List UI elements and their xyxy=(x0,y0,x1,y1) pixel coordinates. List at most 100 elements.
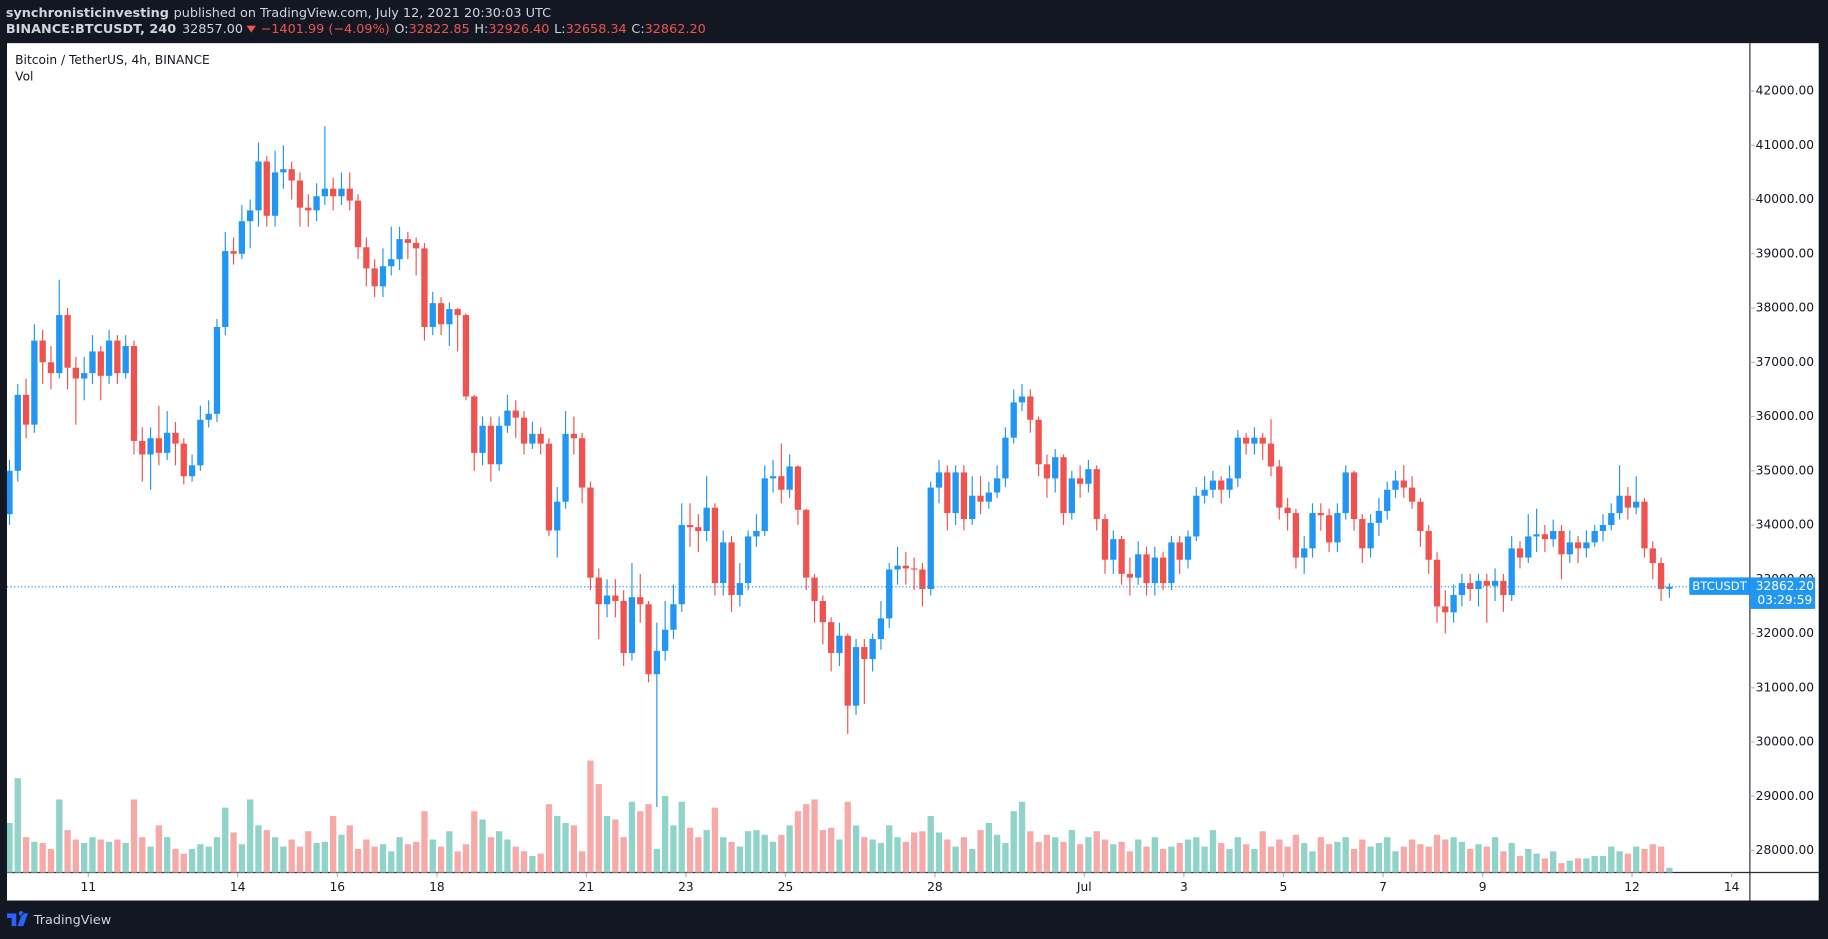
candle-body xyxy=(861,647,868,660)
candle-body xyxy=(512,410,519,418)
candle-body xyxy=(944,472,951,514)
y-tick-label: 32000.00 xyxy=(1756,626,1814,640)
footer[interactable]: TradingView xyxy=(6,911,111,928)
candle-body xyxy=(130,345,138,441)
volume-bar xyxy=(761,834,768,873)
volume-bar xyxy=(1143,846,1150,873)
candle-body xyxy=(1259,437,1266,444)
author[interactable]: synchronisticinvesting xyxy=(6,5,169,20)
candle-body xyxy=(628,597,636,654)
x-tick-label: 9 xyxy=(1479,880,1487,894)
candle-body xyxy=(1450,595,1457,613)
candle-body xyxy=(1583,542,1590,549)
volume-bar xyxy=(379,844,387,873)
candle-body xyxy=(1151,557,1158,584)
volume-bar xyxy=(1317,837,1324,873)
volume-bar xyxy=(1242,844,1250,873)
x-tick-label: 14 xyxy=(1724,880,1740,894)
volume-bar xyxy=(993,834,1001,873)
candle-body xyxy=(305,207,312,211)
x-tick-label: 5 xyxy=(1280,880,1288,894)
volume-bar xyxy=(1633,846,1640,873)
candle-body xyxy=(977,495,984,502)
ohlc-label: O: xyxy=(394,22,408,37)
volume-bar xyxy=(1226,848,1233,873)
volume-bar xyxy=(960,837,968,873)
candle-body xyxy=(1558,530,1565,555)
candle-body xyxy=(263,161,270,216)
candle-body xyxy=(686,525,694,528)
volume-bar xyxy=(31,841,38,873)
volume-bar xyxy=(786,825,793,873)
x-tick-label: 14 xyxy=(230,880,246,894)
volume-bar xyxy=(14,778,21,873)
volume-bar xyxy=(1325,844,1333,873)
volume-bar xyxy=(114,839,121,873)
volume-bar xyxy=(1234,837,1241,873)
candle-body xyxy=(579,438,586,488)
candle-body xyxy=(960,472,968,520)
candle-body xyxy=(421,248,428,328)
candle-body xyxy=(388,259,395,267)
y-tick-label: 36000.00 xyxy=(1756,409,1814,423)
volume-bar xyxy=(155,825,163,873)
candle-body xyxy=(661,629,669,651)
candle-body xyxy=(1251,437,1258,444)
volume-bar xyxy=(1193,837,1200,873)
candle-body xyxy=(910,568,918,570)
candle-body xyxy=(1574,542,1582,549)
candle-body xyxy=(728,542,735,596)
candle-body xyxy=(827,622,835,654)
candle-body xyxy=(496,425,503,465)
volume-bar xyxy=(1035,841,1042,873)
volume-bar xyxy=(81,843,88,873)
ohlc-label: L: xyxy=(554,22,565,37)
volume-bar xyxy=(645,804,652,873)
candle-body xyxy=(429,303,436,328)
candle-body xyxy=(612,595,619,601)
candle-body xyxy=(1408,487,1416,502)
volume-bar xyxy=(487,837,495,873)
candle-body xyxy=(653,650,660,675)
candle-body xyxy=(454,309,461,316)
candle-body xyxy=(852,647,860,706)
candle-body xyxy=(155,438,163,453)
chart-title: Bitcoin / TetherUS, 4h, BINANCE xyxy=(15,53,210,67)
candle-body xyxy=(1301,548,1308,558)
volume-bar xyxy=(479,819,486,873)
volume-bar xyxy=(603,815,611,873)
candle-body xyxy=(396,239,403,260)
candle-body xyxy=(1018,396,1026,403)
volume-bar xyxy=(330,815,337,873)
candle-body xyxy=(1126,573,1134,578)
candle-body xyxy=(1599,525,1607,531)
candle-body xyxy=(836,635,843,654)
candle-body xyxy=(595,577,602,605)
volume-bar xyxy=(1093,831,1100,873)
volume-bar xyxy=(861,837,868,873)
volume-bar xyxy=(1118,841,1125,873)
candle-body xyxy=(811,577,818,601)
candle-body xyxy=(188,465,196,477)
volume-bar xyxy=(64,830,71,873)
volume-bar xyxy=(1525,848,1532,873)
candle-body xyxy=(1649,548,1656,564)
x-tick-label: 23 xyxy=(678,880,694,894)
volume-bar xyxy=(172,848,179,873)
candle-body xyxy=(794,466,802,510)
volume-bar xyxy=(1616,851,1623,873)
volume-bar xyxy=(661,795,669,873)
volume-bar xyxy=(545,804,553,873)
candle-body xyxy=(761,478,768,531)
ohlc-value: 32658.34 xyxy=(566,22,627,37)
volume-bar xyxy=(1218,843,1225,873)
volume-bar xyxy=(1649,844,1656,873)
volume-bar xyxy=(1342,837,1349,873)
candle-body xyxy=(271,172,279,216)
candle-body xyxy=(346,188,353,201)
volume-bar xyxy=(711,807,719,873)
candle-body xyxy=(1325,515,1333,543)
candle-body xyxy=(288,169,295,181)
volume-bar xyxy=(1599,856,1607,873)
volume-bar xyxy=(1018,801,1026,873)
